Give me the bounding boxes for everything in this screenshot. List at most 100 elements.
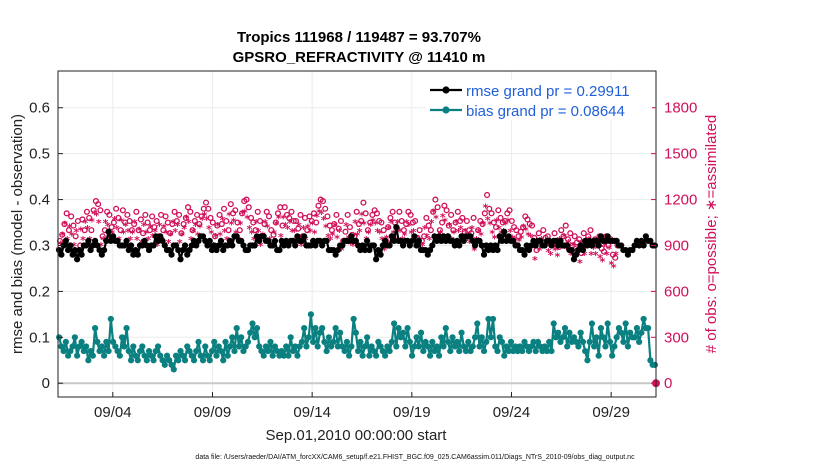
rmse-point	[537, 237, 544, 244]
rmse-point	[256, 237, 263, 244]
rmse-point	[179, 246, 186, 254]
bias-point	[534, 338, 542, 346]
bias-point	[292, 343, 299, 350]
rmse-point	[278, 237, 285, 244]
obs-assimilated-marker: *	[611, 261, 617, 274]
obs-possible-marker	[502, 217, 509, 225]
bias-point	[397, 334, 404, 341]
bias-point	[510, 347, 517, 355]
rmse-point	[640, 242, 647, 249]
rmse-point	[139, 242, 146, 249]
bias-point	[240, 347, 247, 355]
rmse-point	[584, 242, 591, 249]
obs-possible-marker	[115, 214, 122, 221]
rmse-point	[485, 246, 492, 254]
rmse-point	[190, 237, 198, 244]
rmse-point	[226, 237, 234, 244]
bias-point	[107, 315, 114, 323]
rmse-point	[408, 237, 416, 244]
rmse-point	[557, 237, 564, 244]
bias-point	[229, 334, 236, 341]
rmse-point	[471, 242, 479, 249]
obs-assimilated-marker: *	[431, 206, 437, 219]
obs-possible-marker	[580, 230, 587, 237]
obs-assimilated-marker: *	[503, 219, 509, 232]
obs-assimilated-marker: *	[402, 229, 408, 242]
obs-possible-marker	[119, 207, 126, 214]
bias-point	[260, 352, 267, 359]
obs-assimilated-marker: *	[496, 223, 502, 236]
rmse-point	[208, 246, 216, 254]
obs-possible-marker	[306, 213, 313, 220]
obs-assimilated-marker: *	[494, 215, 500, 228]
obs-possible-marker	[70, 222, 77, 229]
bias-point	[114, 347, 121, 355]
bias-point	[69, 343, 76, 350]
obs-assimilated-marker: *	[154, 240, 160, 253]
obs-assimilated-marker: *	[251, 234, 257, 247]
obs-assimilated-marker: *	[568, 249, 574, 262]
rmse-point	[422, 246, 429, 254]
obs-possible-marker	[196, 221, 203, 228]
obs-assimilated-marker: *	[296, 220, 302, 233]
rmse-point	[229, 242, 236, 249]
rmse-point	[330, 246, 337, 254]
x-tick-label: 09/19	[393, 404, 431, 421]
obs-possible-marker	[304, 227, 311, 234]
bias-point	[611, 343, 618, 350]
bias-point	[186, 347, 193, 355]
bias-point	[622, 320, 629, 327]
bias-point	[388, 338, 395, 346]
rmse-point	[467, 233, 474, 240]
bias-point	[249, 320, 256, 327]
obs-possible-marker	[535, 230, 542, 237]
obs-assimilated-marker: *	[469, 223, 475, 236]
obs-assimilated-marker: *	[152, 226, 158, 239]
bias-point	[343, 338, 350, 346]
bias-point	[215, 343, 222, 350]
obs-possible-marker	[180, 221, 187, 228]
bias-point	[238, 334, 245, 341]
obs-possible-marker	[108, 224, 115, 231]
rmse-point	[168, 251, 175, 258]
x-tick-label: 09/09	[194, 404, 232, 421]
bias-point	[141, 352, 148, 359]
obs-possible-marker	[488, 210, 495, 217]
obs-possible-marker	[524, 216, 531, 223]
rmse-point	[393, 224, 400, 231]
obs-possible-marker	[385, 224, 392, 231]
right-y-tick-label: 0	[664, 375, 672, 392]
obs-possible-marker	[324, 213, 331, 220]
bias-point	[247, 329, 254, 336]
obs-assimilated-marker: *	[316, 206, 322, 219]
rmse-point	[188, 242, 195, 249]
bias-point	[382, 352, 389, 359]
obs-assimilated-marker: *	[103, 217, 109, 230]
obs-assimilated-marker: *	[253, 217, 259, 230]
bias-point	[633, 325, 640, 332]
obs-possible-marker	[443, 207, 450, 214]
obs-assimilated-marker: *	[287, 217, 293, 230]
obs-assimilated-marker: *	[368, 220, 374, 233]
obs-possible-marker	[528, 222, 536, 229]
bias-point	[600, 334, 607, 341]
bias-point	[575, 343, 582, 350]
rmse-point	[503, 237, 510, 244]
obs-assimilated-marker: *	[247, 223, 253, 236]
obs-assimilated-marker: *	[451, 228, 457, 241]
bias-point	[618, 329, 625, 336]
bias-point	[620, 338, 627, 346]
chart-title-line-1: Tropics 111968 / 119487 = 93.707%	[237, 29, 481, 46]
bias-point	[624, 343, 631, 350]
bias-point	[76, 343, 83, 350]
obs-possible-marker	[274, 210, 282, 217]
bias-point	[98, 343, 105, 350]
bias-point	[543, 347, 551, 355]
bias-point	[530, 338, 537, 346]
obs-assimilated-marker: *	[330, 229, 336, 242]
rmse-point	[399, 242, 407, 249]
rmse-point	[213, 246, 220, 254]
bias-point	[417, 329, 425, 336]
bias-point	[503, 343, 510, 350]
bias-point	[568, 338, 575, 346]
